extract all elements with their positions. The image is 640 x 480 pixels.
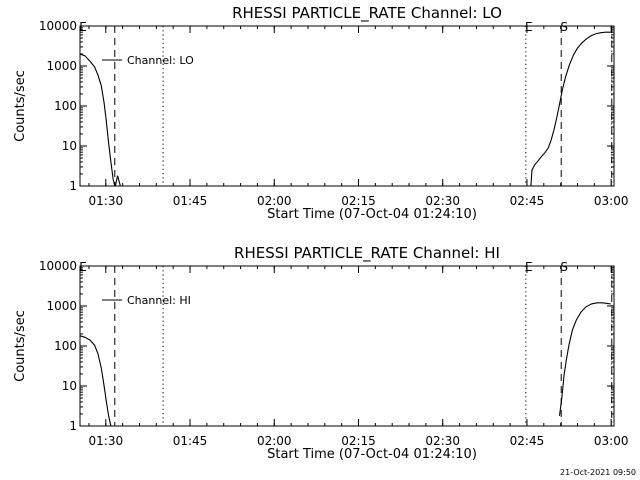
series-line: [80, 54, 115, 186]
y-tick-label: 10: [62, 139, 77, 153]
event-marker-label: E: [79, 20, 87, 34]
x-tick-label: 01:30: [89, 194, 124, 208]
y-tick-label: 10: [62, 379, 77, 393]
y-axis-label: Counts/sec: [13, 310, 28, 382]
plot-frame: [80, 26, 614, 186]
x-tick-label: 02:30: [425, 194, 460, 208]
chart-panel-lo: RHESSI PARTICLE_RATE Channel: LO 1 10 100 10…: [13, 4, 628, 222]
plot-frame: [80, 266, 614, 426]
x-tick-label: 03:00: [594, 434, 629, 448]
event-marker-label: E: [525, 260, 533, 274]
y-axis-label: Counts/sec: [13, 70, 28, 142]
x-tick-label: 01:45: [173, 194, 208, 208]
y-tick-label: 10000: [39, 19, 77, 33]
footer-timestamp: 21-Oct-2021 09:50: [560, 468, 636, 477]
x-axis-label: Start Time (07-Oct-04 01:24:10): [267, 207, 477, 222]
x-tick-label: 01:45: [173, 434, 208, 448]
x-tick-label: 01:30: [89, 434, 124, 448]
event-marker-label: E: [79, 260, 87, 274]
y-tick-label: 100: [54, 99, 77, 113]
y-tick-label: 100: [54, 339, 77, 353]
chart-title: RHESSI PARTICLE_RATE Channel: HI: [234, 244, 500, 263]
event-marker-label: E: [525, 20, 533, 34]
x-axis-label: Start Time (07-Oct-04 01:24:10): [267, 447, 477, 462]
y-tick-label: 1: [69, 179, 77, 193]
x-tick-label: 02:45: [510, 434, 545, 448]
x-tick-label: 02:30: [425, 434, 460, 448]
series-line: [531, 32, 611, 186]
event-marker-label: S: [560, 20, 568, 34]
x-tick-label: 02:00: [257, 434, 292, 448]
x-tick-label: 02:15: [341, 434, 376, 448]
series-line: [80, 336, 111, 426]
event-marker-label: S: [560, 260, 568, 274]
legend-label: Channel: HI: [127, 294, 191, 307]
y-tick-label: 1000: [46, 299, 77, 313]
series-line: [560, 303, 611, 416]
x-tick-label: 02:00: [257, 194, 292, 208]
x-tick-label: 02:45: [510, 194, 545, 208]
chart-title: RHESSI PARTICLE_RATE Channel: LO: [232, 4, 502, 23]
chart-panel-hi: RHESSI PARTICLE_RATE Channel: HI 1 10 100 10…: [13, 244, 628, 462]
x-tick-label: 03:00: [594, 194, 629, 208]
x-tick-label: 02:15: [341, 194, 376, 208]
y-tick-label: 1: [69, 419, 77, 433]
y-tick-label: 1000: [46, 59, 77, 73]
y-tick-label: 10000: [39, 259, 77, 273]
series-line: [115, 176, 120, 186]
legend-label: Channel: LO: [127, 54, 194, 67]
